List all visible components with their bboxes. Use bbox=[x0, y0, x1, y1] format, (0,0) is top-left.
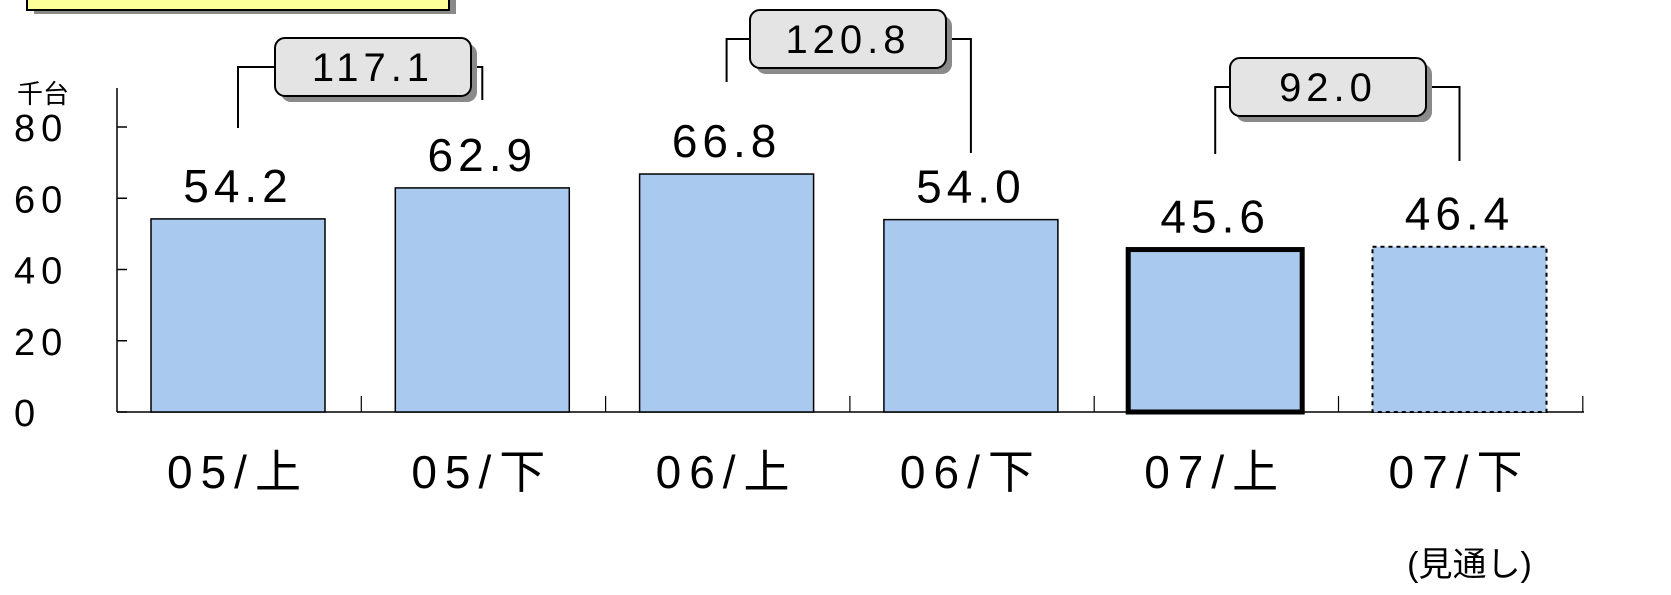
y-tick-label: 60 bbox=[14, 179, 68, 221]
data-label: 46.4 bbox=[1405, 188, 1515, 240]
y-tick-label: 0 bbox=[14, 393, 41, 435]
data-label: 45.6 bbox=[1160, 191, 1270, 243]
total-bracket bbox=[1214, 86, 1461, 161]
bar-3 bbox=[883, 218, 1059, 413]
annual-total-callouts: 117.1 120.8 92.0 bbox=[237, 9, 1461, 161]
data-label: 62.9 bbox=[428, 129, 538, 181]
bar-4 bbox=[1125, 247, 1305, 415]
y-tick-label: 40 bbox=[14, 251, 68, 293]
x-tick-label: 06/下 bbox=[900, 446, 1042, 498]
y-axis-unit-label: 千台 bbox=[17, 79, 69, 109]
axes: 0 20 40 60 80 bbox=[14, 88, 1584, 435]
total-callout-label: 117.1 bbox=[312, 46, 434, 90]
x-tick-label: 07/下 bbox=[1389, 446, 1531, 498]
total-callout-box bbox=[274, 37, 472, 97]
data-label: 54.0 bbox=[916, 161, 1026, 213]
x-tick-label: 05/下 bbox=[411, 446, 553, 498]
total-callout-box bbox=[749, 9, 947, 69]
bar-2 bbox=[638, 173, 815, 413]
y-tick-label: 80 bbox=[14, 108, 68, 150]
y-tick-label: 20 bbox=[14, 322, 68, 364]
bars: 54.2 05/上 62.9 05/下 66.8 06/上 54.0 06/下 45.6 07/上… bbox=[150, 115, 1548, 584]
top-left-box bbox=[26, 0, 450, 11]
total-callout-label: 92.0 bbox=[1279, 66, 1377, 110]
data-label: 54.2 bbox=[183, 160, 293, 212]
bar-5 bbox=[1371, 245, 1548, 413]
total-callout-label: 120.8 bbox=[785, 18, 910, 62]
bar-0 bbox=[150, 218, 326, 413]
x-tick-note: (見通し) bbox=[1407, 546, 1532, 584]
x-tick-label: 06/上 bbox=[656, 446, 798, 498]
bar-1 bbox=[394, 187, 571, 413]
x-tick-label: 05/上 bbox=[167, 446, 309, 498]
data-label: 66.8 bbox=[672, 115, 782, 167]
total-callout-box bbox=[1229, 57, 1427, 117]
x-tick-label: 07/上 bbox=[1144, 446, 1286, 498]
total-bracket bbox=[725, 38, 972, 153]
